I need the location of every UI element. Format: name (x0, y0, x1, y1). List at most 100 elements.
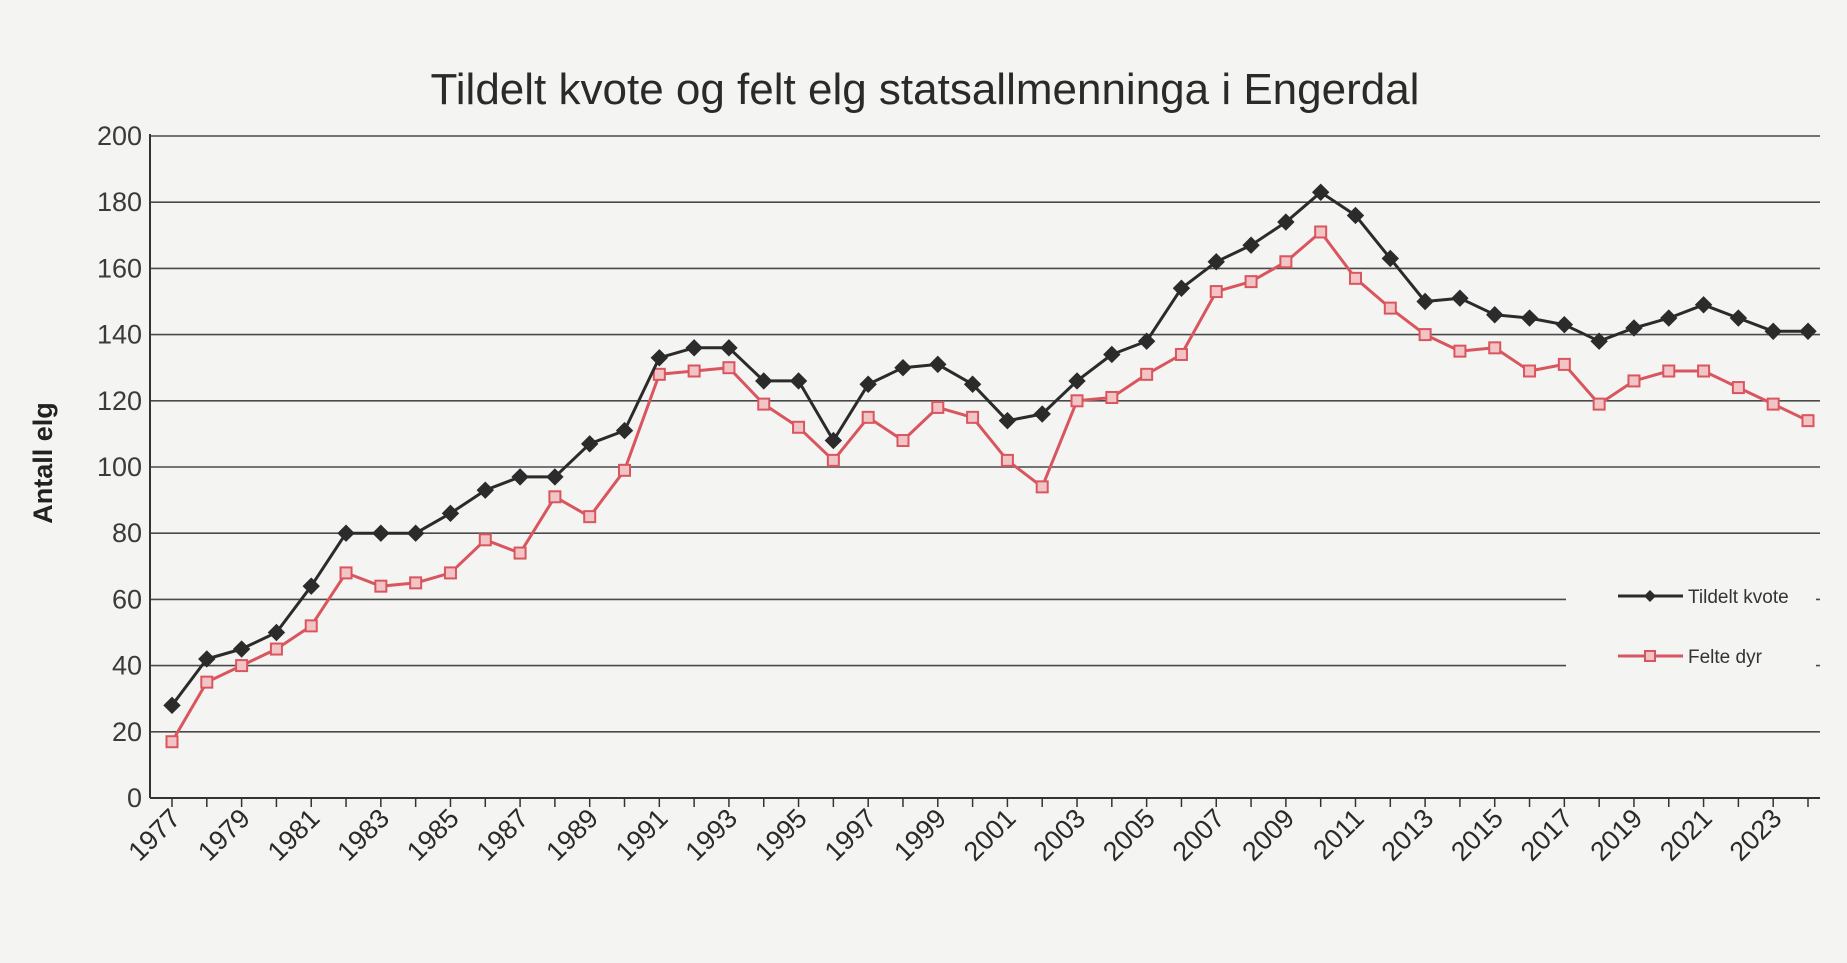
data-point-tildelt-kvote (1346, 206, 1365, 225)
data-point-tildelt-kvote (1137, 332, 1156, 350)
data-point-tildelt-kvote (476, 481, 494, 499)
data-point-felte-dyr (757, 397, 771, 411)
data-point-felte-dyr (1697, 364, 1711, 378)
x-tick-label: 2015 (1445, 803, 1509, 867)
data-point-tildelt-kvote (929, 355, 947, 374)
data-point-felte-dyr (1174, 347, 1188, 361)
x-tick-label: 2005 (1097, 803, 1161, 867)
legend-item-tildelt-kvote: Tildelt kvote (1618, 587, 1789, 608)
data-point-felte-dyr (409, 576, 423, 590)
legend-marker (1644, 590, 1656, 602)
data-point-tildelt-kvote (302, 577, 320, 595)
data-point-tildelt-kvote (546, 468, 564, 486)
data-point-tildelt-kvote (789, 372, 808, 390)
data-point-felte-dyr (826, 453, 840, 467)
y-tick-label: 180 (97, 187, 142, 217)
data-point-felte-dyr (1383, 301, 1397, 315)
data-point-tildelt-kvote (1555, 315, 1574, 334)
x-tick-label: 1979 (192, 803, 256, 867)
data-point-tildelt-kvote (615, 421, 634, 440)
x-tick-label: 1981 (262, 803, 326, 867)
data-point-tildelt-kvote (1799, 322, 1817, 340)
x-tick-label: 2019 (1585, 803, 1649, 867)
data-point-felte-dyr (478, 533, 492, 547)
data-point-tildelt-kvote (1207, 253, 1225, 271)
y-tick-label: 120 (97, 386, 142, 416)
x-tick-labels: 1977 1979 1981 1983 1985 1987 1989 1991 1993 1995… (123, 803, 1788, 867)
series-tildelt-kvote (163, 183, 1817, 715)
data-point-tildelt-kvote (232, 640, 251, 658)
chart-title: Tildelt kvote og felt elg statsallmennin… (431, 65, 1420, 114)
data-point-felte-dyr (1000, 453, 1014, 467)
x-tick-label: 1989 (540, 803, 604, 867)
data-point-tildelt-kvote (337, 524, 355, 542)
data-point-felte-dyr (1140, 367, 1154, 381)
data-point-tildelt-kvote (1068, 372, 1086, 390)
x-tick-label: 1999 (888, 803, 952, 867)
data-point-tildelt-kvote (406, 524, 425, 542)
legend: Tildelt kvote Felte dyr (1566, 578, 1816, 696)
data-point-tildelt-kvote (580, 435, 599, 453)
data-point-felte-dyr (1314, 225, 1328, 239)
data-point-tildelt-kvote (1694, 296, 1713, 314)
y-tick-label: 0 (127, 783, 142, 813)
data-point-tildelt-kvote (1520, 309, 1539, 327)
y-tick-label: 140 (97, 320, 142, 350)
y-tick-label: 60 (112, 584, 142, 614)
data-point-felte-dyr (200, 675, 214, 689)
x-tick-label: 2003 (1028, 803, 1092, 867)
data-point-tildelt-kvote (511, 468, 529, 486)
data-point-tildelt-kvote (372, 524, 390, 542)
legend-label: Tildelt kvote (1688, 587, 1789, 608)
data-point-tildelt-kvote (998, 411, 1017, 430)
data-point-felte-dyr (861, 410, 875, 424)
data-point-felte-dyr (1766, 397, 1780, 411)
data-point-felte-dyr (583, 510, 597, 524)
data-point-felte-dyr (1070, 394, 1084, 408)
data-point-tildelt-kvote (824, 431, 843, 450)
x-tick-label: 1987 (471, 803, 535, 867)
series (163, 183, 1817, 749)
gridlines (150, 135, 1820, 733)
data-point-felte-dyr (304, 619, 318, 633)
legend-marker (1644, 650, 1656, 662)
data-point-tildelt-kvote (685, 339, 703, 357)
data-point-felte-dyr (513, 546, 527, 560)
y-axis-label: Antall elg (28, 402, 58, 524)
data-point-felte-dyr (165, 735, 179, 749)
data-point-tildelt-kvote (963, 375, 982, 393)
data-point-tildelt-kvote (1590, 332, 1608, 350)
data-point-tildelt-kvote (1486, 306, 1504, 324)
data-point-felte-dyr (1731, 381, 1745, 395)
data-point-tildelt-kvote (720, 339, 738, 357)
data-point-felte-dyr (1523, 364, 1537, 378)
data-point-felte-dyr (687, 364, 701, 378)
data-point-felte-dyr (1801, 414, 1815, 428)
data-point-felte-dyr (1279, 255, 1293, 269)
x-tick-label: 2023 (1724, 803, 1788, 867)
data-point-felte-dyr (1592, 397, 1606, 411)
data-point-felte-dyr (1035, 480, 1049, 494)
x-tick-label: 1983 (331, 803, 395, 867)
legend-background (1566, 578, 1816, 696)
data-point-tildelt-kvote (1242, 236, 1260, 254)
data-point-tildelt-kvote (1764, 322, 1782, 340)
data-point-tildelt-kvote (1451, 289, 1469, 307)
data-point-felte-dyr (1453, 344, 1467, 358)
data-point-tildelt-kvote (1660, 309, 1678, 327)
data-point-felte-dyr (1209, 285, 1223, 299)
x-tick-label: 1985 (401, 803, 465, 867)
y-tick-label: 200 (97, 121, 142, 151)
data-point-felte-dyr (1557, 357, 1571, 371)
data-point-tildelt-kvote (1625, 319, 1643, 337)
x-tick-label: 1995 (749, 803, 813, 867)
data-point-felte-dyr (1662, 364, 1676, 378)
x-tick-label: 2017 (1515, 803, 1579, 867)
series-line-tildelt-kvote (170, 190, 1808, 707)
y-tick-label: 20 (112, 717, 142, 747)
x-tick-label: 1997 (819, 803, 883, 867)
y-tick-label: 40 (112, 651, 142, 681)
data-point-felte-dyr (896, 434, 910, 448)
data-point-tildelt-kvote (1277, 213, 1295, 231)
